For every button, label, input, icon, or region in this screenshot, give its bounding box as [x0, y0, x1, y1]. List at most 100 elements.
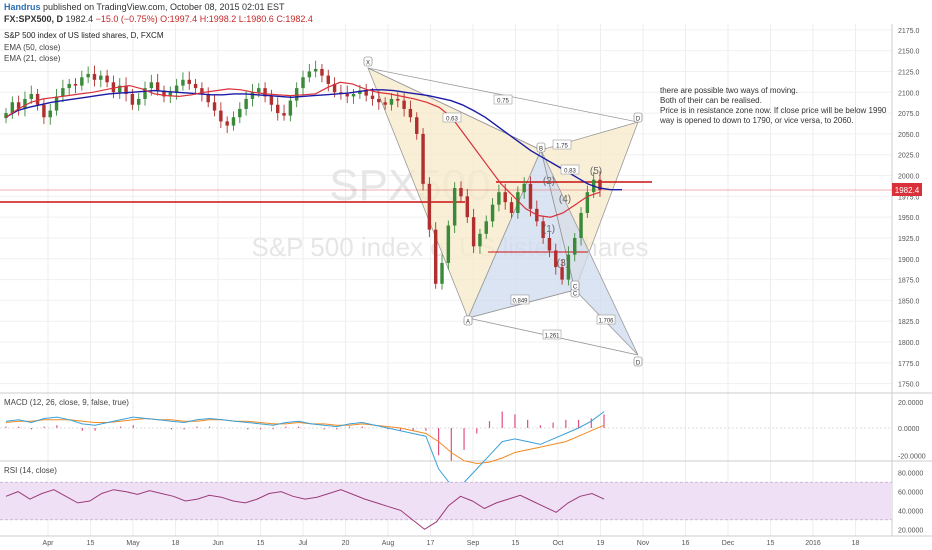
candle-body — [528, 183, 533, 209]
candle-body — [433, 229, 438, 284]
candle-body — [80, 77, 84, 86]
candle-body — [23, 98, 27, 109]
quote-line: FX:SPX500, D 1982.4 −15.0 (−0.75%) O:199… — [4, 14, 313, 24]
time-tick-label: 15 — [512, 540, 520, 547]
change-value: −15.0 (−0.75%) — [95, 14, 158, 24]
ema21-line — [5, 81, 601, 218]
low-value: L:1980.6 — [238, 14, 274, 24]
pattern-point-box — [536, 142, 546, 153]
candle-body — [16, 102, 21, 109]
publish-line: Handrus published on TradingView.com, Oc… — [4, 2, 285, 12]
candle-body — [54, 96, 59, 111]
candle-body — [516, 192, 520, 213]
candle-body — [155, 82, 160, 91]
pattern-point-box — [633, 356, 643, 367]
macd-line — [5, 411, 605, 486]
macd-tick-label: -20.0000 — [898, 453, 926, 460]
candle-body — [212, 102, 217, 111]
candle-body — [345, 93, 349, 97]
price-tick-label: 2175.0 — [898, 28, 920, 35]
rsi-title[interactable]: RSI (14, close) — [4, 466, 57, 475]
publish-text: published on TradingView.com, October 08… — [43, 2, 285, 12]
pattern-point-label: X — [366, 61, 370, 67]
harmonic-pattern — [367, 67, 639, 356]
high-value: H:1998.2 — [199, 14, 237, 24]
pattern-point-label: D — [636, 361, 641, 367]
candle-body — [383, 102, 387, 105]
time-tick-label: Sep — [467, 540, 480, 547]
ema-lines — [5, 81, 622, 218]
time-tick-label: 15 — [767, 540, 775, 547]
candle-body — [313, 68, 318, 72]
candle-body — [67, 83, 71, 89]
candle-body — [250, 92, 255, 99]
candle-body — [452, 188, 457, 226]
price-tick-label: 1775.0 — [898, 361, 920, 368]
candle-body — [326, 75, 330, 84]
ratio-label: 0.849 — [512, 299, 528, 305]
time-tick-label: 2016 — [805, 540, 821, 547]
wave-label: (1) — [543, 224, 555, 235]
candle-body — [193, 83, 198, 89]
candle-body — [554, 250, 558, 268]
ratio-label: 1.75 — [556, 144, 568, 150]
candle-body — [358, 90, 362, 94]
time-tick-label: 18 — [852, 540, 860, 547]
candle-body — [206, 93, 210, 103]
macd-title[interactable]: MACD (12, 26, close, 9, false, true) — [4, 398, 129, 407]
time-tick-label: Apr — [43, 540, 55, 547]
candle-body — [560, 267, 564, 280]
candle-body — [105, 75, 109, 83]
candle-body — [478, 233, 482, 247]
candle-body — [351, 93, 356, 97]
candle-body — [370, 95, 375, 99]
wave-label: (4) — [559, 194, 571, 205]
time-tick-label: 16 — [682, 540, 690, 547]
wave-label: (5) — [590, 166, 602, 177]
candle-body — [4, 113, 8, 119]
symbol-label[interactable]: FX:SPX500, D — [4, 14, 64, 24]
candle-body — [598, 179, 602, 191]
candle-body — [465, 196, 470, 218]
annotation-line: Price is in resistance zone now. If clos… — [660, 106, 887, 115]
time-tick-label: Nov — [637, 540, 650, 547]
candle-body — [490, 204, 495, 222]
price-tick-label: 1875.0 — [898, 278, 920, 285]
annotation-line: way is opened to down to 1790, or vice v… — [659, 116, 853, 125]
pattern-point-label: B — [539, 147, 543, 153]
candle-body — [263, 88, 267, 97]
time-tick-label: Dec — [722, 540, 735, 547]
pattern-point-label: C — [573, 292, 578, 298]
candle-body — [143, 88, 147, 99]
time-tick-label: Oct — [553, 540, 564, 547]
candle-body — [35, 93, 40, 105]
time-tick-label: 15 — [257, 540, 265, 547]
price-tick-label: 1825.0 — [898, 319, 920, 326]
ema50-line — [5, 89, 622, 191]
candle-body — [421, 133, 425, 184]
candle-body — [181, 79, 185, 86]
candle-body — [408, 108, 413, 118]
candle-body — [484, 221, 488, 234]
last-price: 1982.4 — [65, 14, 94, 24]
ema21-legend[interactable]: EMA (21, close) — [4, 54, 61, 63]
candle-body — [282, 113, 286, 116]
ema50-legend[interactable]: EMA (50, close) — [4, 43, 61, 52]
candle-body — [225, 121, 229, 126]
candle-body — [332, 83, 337, 93]
wave-label: (2) — [543, 176, 555, 187]
author-link[interactable]: Handrus — [4, 2, 41, 12]
main-title: S&P 500 index of US listed shares, D, FX… — [4, 31, 164, 40]
candle-body — [294, 88, 299, 101]
candle-body — [187, 79, 191, 84]
ratio-box — [560, 164, 580, 175]
pattern-point-box — [363, 56, 373, 67]
candle-body — [10, 102, 15, 114]
candle-body — [541, 221, 545, 238]
level-lines — [0, 181, 892, 253]
price-tick-label: 2150.0 — [898, 49, 920, 56]
time-tick-label: Aug — [382, 540, 395, 547]
candle-body — [174, 85, 179, 93]
